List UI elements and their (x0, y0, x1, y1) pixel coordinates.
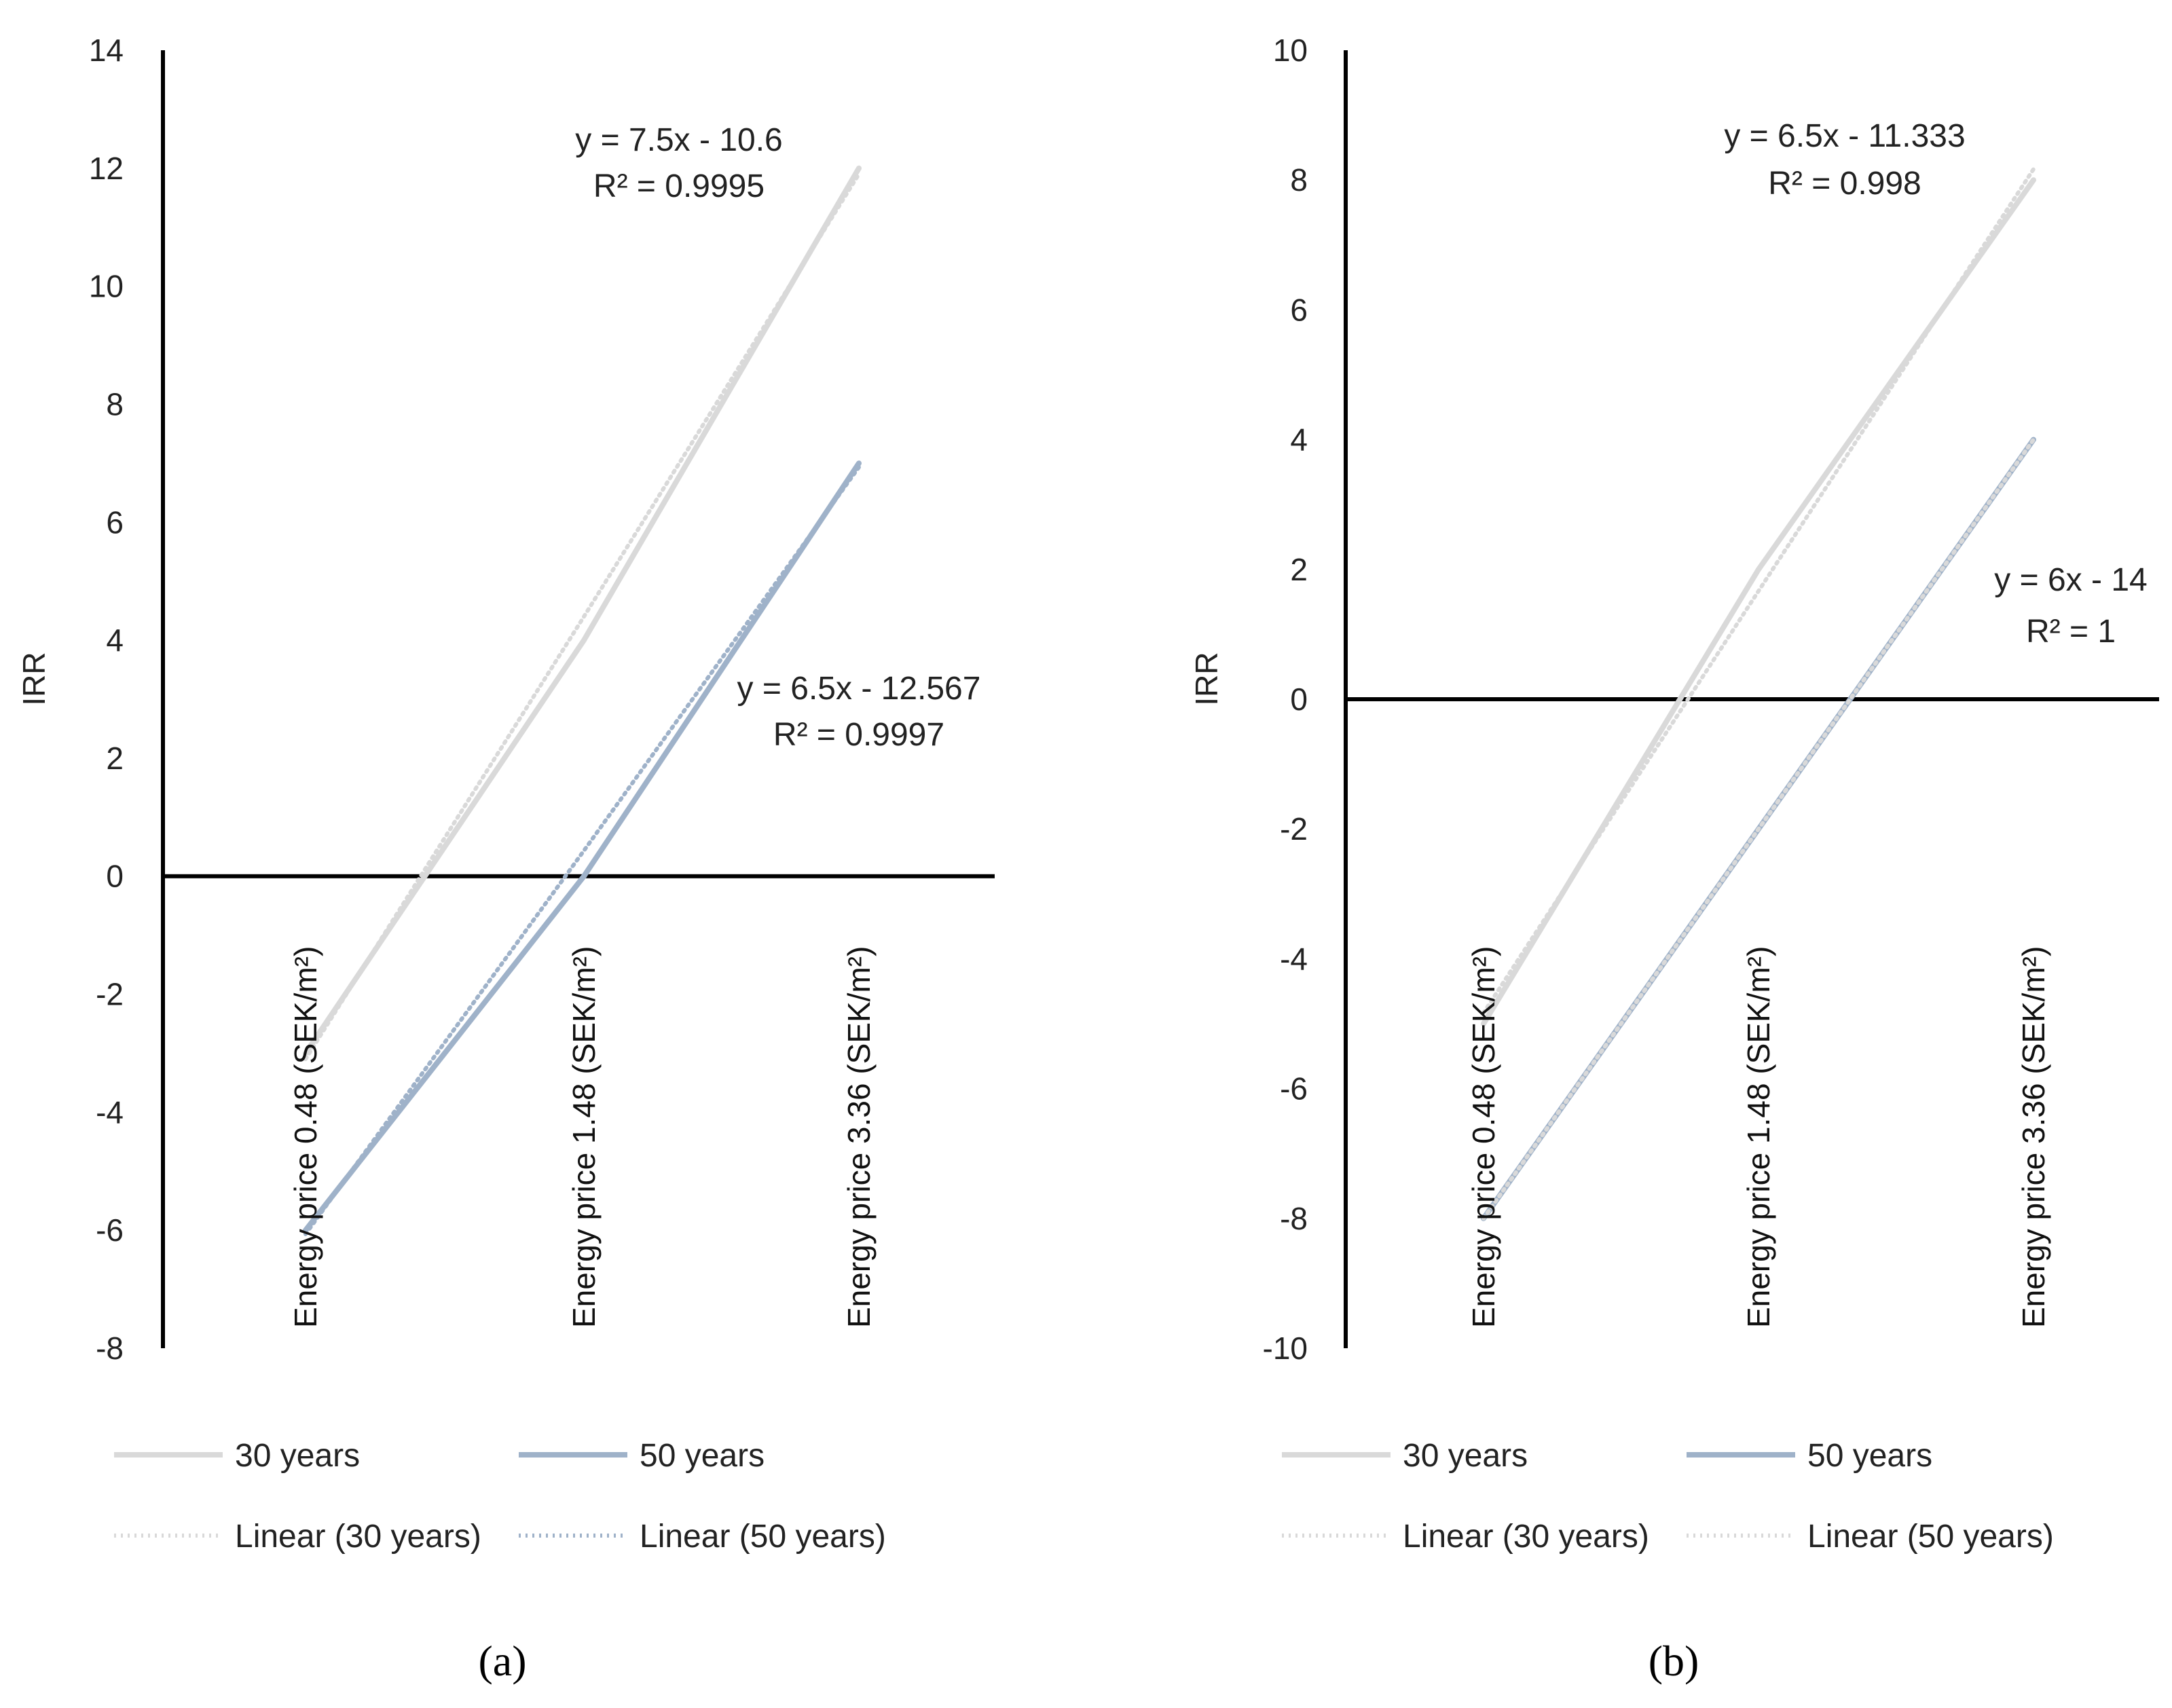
y-tick-label: -4 (1280, 941, 1308, 976)
y-tick-label: 4 (1290, 422, 1308, 458)
y-tick-label: -6 (96, 1212, 124, 1248)
trendline-equation: y = 6.5x - 12.567 (737, 671, 981, 707)
category-label: Energy price 1.48 (SEK/m²) (566, 946, 602, 1328)
legend: 30 years 50 years Linear (30 years) Linear … (114, 1438, 886, 1555)
y-tick-label: 6 (1290, 292, 1308, 327)
y-axis-label: IRR (1189, 652, 1224, 705)
legend-label: Linear (50 years) (1807, 1519, 2054, 1555)
legend-label: 30 years (235, 1438, 360, 1474)
y-tick-label: 12 (89, 151, 124, 186)
panel-label: (b) (1649, 1637, 1699, 1685)
y-tick-label: -2 (96, 977, 124, 1012)
series-line-30-years (1481, 177, 2036, 1026)
legend-label: Linear (50 years) (640, 1519, 886, 1555)
trendline-r-squared: R² = 0.9995 (593, 168, 765, 204)
y-tick-label: 0 (1290, 682, 1308, 717)
category-label: Energy price 0.48 (SEK/m²) (1466, 946, 1501, 1328)
y-axis-label: IRR (16, 652, 52, 705)
y-tick-label: 4 (106, 623, 124, 658)
trendline-equation: y = 6.5x - 11.333 (1724, 118, 1965, 154)
trendline-equation: y = 7.5x - 10.6 (575, 122, 783, 158)
trendline-equation: y = 6x - 14 (1994, 562, 2147, 598)
y-tick-label: -8 (96, 1331, 124, 1366)
series-line-linear-30-years (303, 172, 861, 1062)
y-tick-label: 2 (106, 741, 124, 776)
trendline-r-squared: R² = 1 (2026, 614, 2116, 650)
trendline-r-squared: R² = 0.9997 (773, 717, 944, 753)
series-line-linear-50-years (303, 465, 861, 1237)
y-tick-label: -6 (1280, 1071, 1308, 1107)
category-label: Energy price 0.48 (SEK/m²) (288, 946, 323, 1328)
y-tick-label: -10 (1263, 1331, 1308, 1366)
y-tick-label: 14 (89, 33, 124, 68)
legend: 30 years 50 years Linear (30 years) Linear … (1282, 1438, 2054, 1555)
panel-label: (a) (478, 1637, 526, 1685)
y-tick-label: 8 (106, 386, 124, 422)
legend-label: 50 years (1807, 1438, 1932, 1474)
category-label: Energy price 3.36 (SEK/m²) (2016, 946, 2051, 1328)
legend-label: Linear (30 years) (235, 1519, 481, 1555)
legend-label: Linear (30 years) (1403, 1519, 1649, 1555)
y-tick-label: -4 (96, 1094, 124, 1130)
y-tick-label: 8 (1290, 162, 1308, 198)
y-tick-label: 2 (1290, 552, 1308, 587)
y-tick-label: -8 (1280, 1201, 1308, 1236)
trendline-r-squared: R² = 0.998 (1768, 166, 1921, 202)
series-line-linear-30-years (1481, 167, 2036, 1016)
y-tick-label: -2 (1280, 811, 1308, 847)
y-tick-label: 0 (106, 859, 124, 894)
chart-panel-1: 14 12 10 8 6 4 2 0 -2 -4 -6 -8 IRR Energy price 0.48 … (16, 33, 995, 1685)
category-label: Energy price 3.36 (SEK/m²) (841, 946, 877, 1328)
series-line-50-years (303, 460, 862, 1233)
series-line-linear-50-years (1481, 437, 2036, 1221)
series-line-30-years (303, 165, 862, 1056)
y-tick-label: 10 (1273, 33, 1308, 68)
category-label: Energy price 1.48 (SEK/m²) (1741, 946, 1776, 1328)
y-tick-label: 6 (106, 504, 124, 540)
legend-label: 30 years (1403, 1438, 1528, 1474)
chart-panel-2: 10 8 6 4 2 0 -2 -4 -6 -8 -10 IRR Energy price 0.48 (… (1189, 33, 2159, 1685)
legend-label: 50 years (640, 1438, 765, 1474)
y-tick-label: 10 (89, 269, 124, 304)
